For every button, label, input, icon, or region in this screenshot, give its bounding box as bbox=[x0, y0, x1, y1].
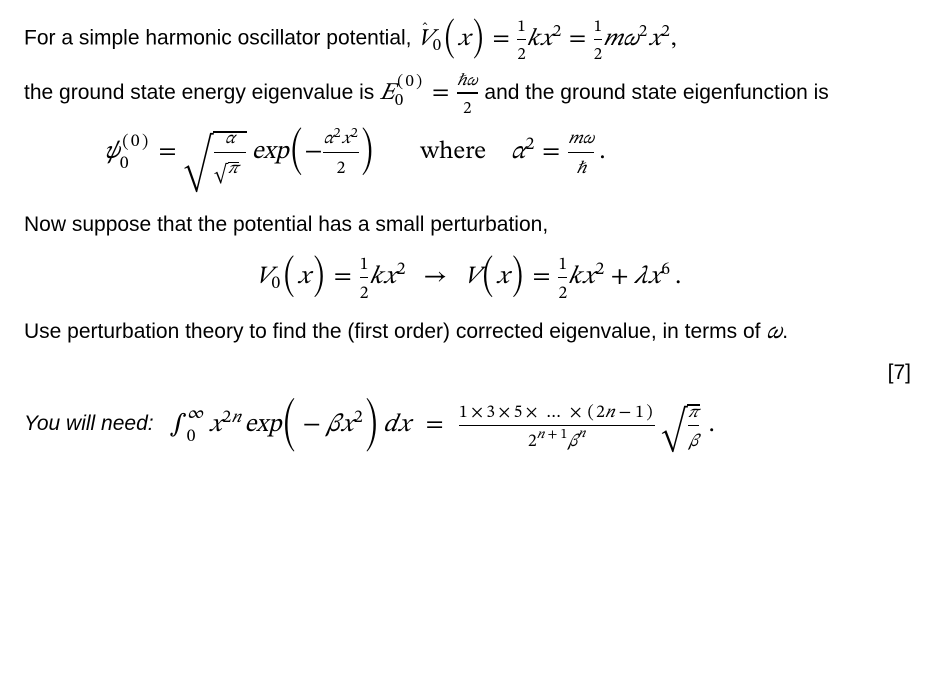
sym-omega: ω bbox=[766, 326, 782, 339]
eq-ground-energy: E0(0) = ℏω2 bbox=[380, 73, 478, 113]
where-label: where bbox=[420, 141, 486, 158]
eq-sho-potential: Vˆ 0 (x) = 12 kx2 = 12 mω2x2 , bbox=[417, 18, 680, 59]
eq-block-perturbation: V0(x) = 12kx2 → V(x) = 12kx2 + λx6 . bbox=[24, 255, 917, 298]
text-question-a: Use perturbation theory to find the (fir… bbox=[24, 320, 766, 343]
text-question-b: . bbox=[782, 320, 788, 343]
para-hint: You will need: ∫ 0 ∞ x2n exp(−βx2) dx = … bbox=[24, 397, 917, 452]
text-hint: You will need: bbox=[24, 412, 154, 435]
eq-gaussian-integral: ∫ 0 ∞ x2n exp(−βx2) dx = 1×3×5×…×(2n−1) … bbox=[165, 397, 718, 452]
text-sho-intro: For a simple harmonic oscillator potenti… bbox=[24, 27, 417, 50]
problem-page: For a simple harmonic oscillator potenti… bbox=[0, 0, 935, 678]
para-ground-state: the ground state energy eigenvalue is E0… bbox=[24, 73, 917, 113]
eq-block-wavefunction: ψ0(0) = α π exp ( − α2x2 2 bbox=[24, 127, 917, 191]
eq-wavefunction: ψ0(0) = α π exp ( − α2x2 2 bbox=[104, 127, 610, 191]
para-question: Use perturbation theory to find the (fir… bbox=[24, 316, 917, 349]
text-gs-prefix: the ground state energy eigenvalue is bbox=[24, 81, 380, 104]
text-gs-mid: and the ground state eigenfunction is bbox=[484, 81, 828, 104]
eq-perturbed-potential: V0(x) = 12kx2 → V(x) = 12kx2 + λx6 . bbox=[256, 255, 686, 298]
text-perturb: Now suppose that the potential has a sma… bbox=[24, 213, 548, 236]
para-perturbation: Now suppose that the potential has a sma… bbox=[24, 209, 917, 242]
para-sho-potential: For a simple harmonic oscillator potenti… bbox=[24, 18, 917, 59]
marks-indicator: [7] bbox=[24, 357, 911, 390]
